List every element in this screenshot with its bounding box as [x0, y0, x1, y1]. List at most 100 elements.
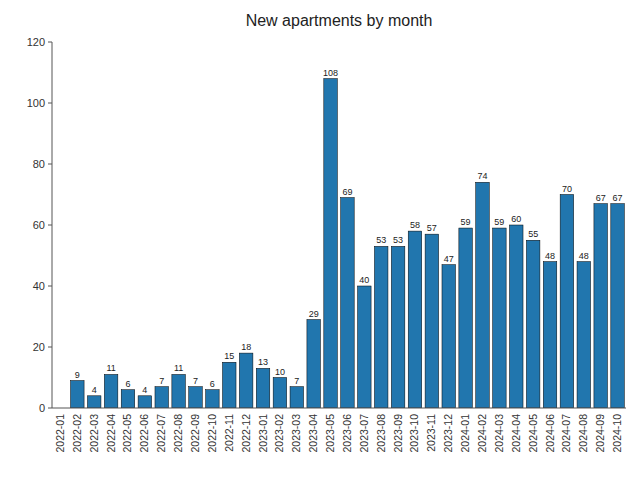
data-label: 48	[545, 251, 555, 261]
bar	[155, 387, 169, 408]
bar	[408, 231, 422, 408]
bar	[256, 368, 270, 408]
x-tick-label: 2022-09	[189, 414, 201, 453]
x-tick-label: 2023-10	[408, 414, 420, 453]
bar	[104, 374, 118, 408]
x-tick-label: 2022-04	[105, 414, 117, 453]
bar	[324, 79, 338, 408]
data-label: 7	[193, 376, 198, 386]
x-tick-label: 2022-02	[71, 414, 83, 453]
data-label: 69	[342, 187, 352, 197]
x-tick-label: 2022-05	[121, 414, 133, 453]
x-tick-label: 2022-06	[138, 414, 150, 453]
data-label: 53	[376, 235, 386, 245]
x-tick-label: 2023-11	[425, 414, 437, 452]
data-label: 67	[596, 193, 606, 203]
x-tick-label: 2024-06	[544, 414, 556, 453]
y-tick	[48, 164, 52, 165]
data-label: 10	[275, 367, 285, 377]
y-tick	[48, 42, 52, 43]
data-label: 70	[562, 184, 572, 194]
y-axis	[52, 42, 53, 408]
data-label: 53	[393, 235, 403, 245]
data-label: 6	[210, 379, 215, 389]
data-label: 13	[258, 357, 268, 367]
y-tick-label: 100	[27, 97, 45, 109]
data-label: 15	[224, 351, 234, 361]
chart-container: New apartments by month02040608010012094…	[0, 0, 640, 480]
y-tick-label: 40	[33, 280, 45, 292]
bar	[358, 286, 372, 408]
x-tick-label: 2024-05	[527, 414, 539, 453]
data-label: 4	[142, 385, 147, 395]
bar	[87, 396, 101, 408]
x-axis	[52, 408, 626, 409]
bar	[577, 262, 591, 408]
bar	[543, 262, 557, 408]
bar	[189, 387, 203, 408]
data-label: 59	[494, 217, 504, 227]
data-label: 108	[323, 68, 338, 78]
y-tick	[48, 347, 52, 348]
x-tick-label: 2023-08	[375, 414, 387, 453]
x-tick-label: 2024-04	[510, 414, 522, 453]
bar	[594, 204, 608, 408]
bar	[172, 374, 186, 408]
x-tick-label: 2024-02	[476, 414, 488, 453]
bar	[223, 362, 237, 408]
x-tick-label: 2024-10	[611, 414, 623, 453]
data-label: 47	[444, 254, 454, 264]
bar	[476, 182, 490, 408]
data-label: 11	[174, 363, 183, 373]
x-tick-label: 2023-02	[273, 414, 285, 453]
x-tick-label: 2022-03	[88, 414, 100, 453]
data-label: 67	[613, 193, 623, 203]
bar	[510, 225, 524, 408]
y-tick	[48, 103, 52, 104]
x-tick-label: 2024-03	[493, 414, 505, 453]
data-label: 18	[241, 342, 251, 352]
y-tick	[48, 408, 52, 409]
data-label: 59	[461, 217, 471, 227]
bar	[290, 387, 304, 408]
x-tick-label: 2022-10	[206, 414, 218, 453]
bar	[239, 353, 253, 408]
bar	[493, 228, 507, 408]
x-tick-label: 2024-07	[560, 414, 572, 453]
bar	[391, 246, 405, 408]
data-label: 55	[528, 229, 538, 239]
bar	[206, 390, 220, 408]
bar	[374, 246, 388, 408]
data-label: 9	[75, 370, 80, 380]
data-label: 6	[125, 379, 130, 389]
bar	[560, 195, 574, 409]
x-tick-label: 2023-03	[290, 414, 302, 453]
chart: New apartments by month02040608010012094…	[0, 0, 640, 480]
x-tick-label: 2024-01	[459, 414, 471, 453]
bar	[341, 198, 355, 408]
bar	[442, 265, 456, 408]
data-label: 11	[106, 363, 115, 373]
x-tick-label: 2022-08	[172, 414, 184, 453]
x-tick-label: 2024-08	[577, 414, 589, 453]
x-tick-label: 2023-04	[307, 414, 319, 453]
bar	[273, 378, 287, 409]
x-tick-label: 2022-11	[223, 414, 235, 452]
bar	[138, 396, 152, 408]
x-tick-label: 2023-12	[442, 414, 454, 453]
bar	[71, 381, 85, 408]
y-tick	[48, 286, 52, 287]
y-tick	[48, 225, 52, 226]
y-tick-label: 80	[33, 158, 45, 170]
data-label: 74	[477, 171, 487, 181]
title: New apartments by month	[246, 12, 433, 29]
bar	[121, 390, 135, 408]
x-tick-label: 2023-01	[257, 414, 269, 453]
y-tick-label: 60	[33, 219, 45, 231]
x-tick-label: 2023-07	[358, 414, 370, 453]
bar	[526, 240, 540, 408]
y-tick-label: 20	[33, 341, 45, 353]
data-label: 7	[294, 376, 299, 386]
data-label: 57	[427, 223, 437, 233]
x-tick-label: 2022-12	[240, 414, 252, 453]
